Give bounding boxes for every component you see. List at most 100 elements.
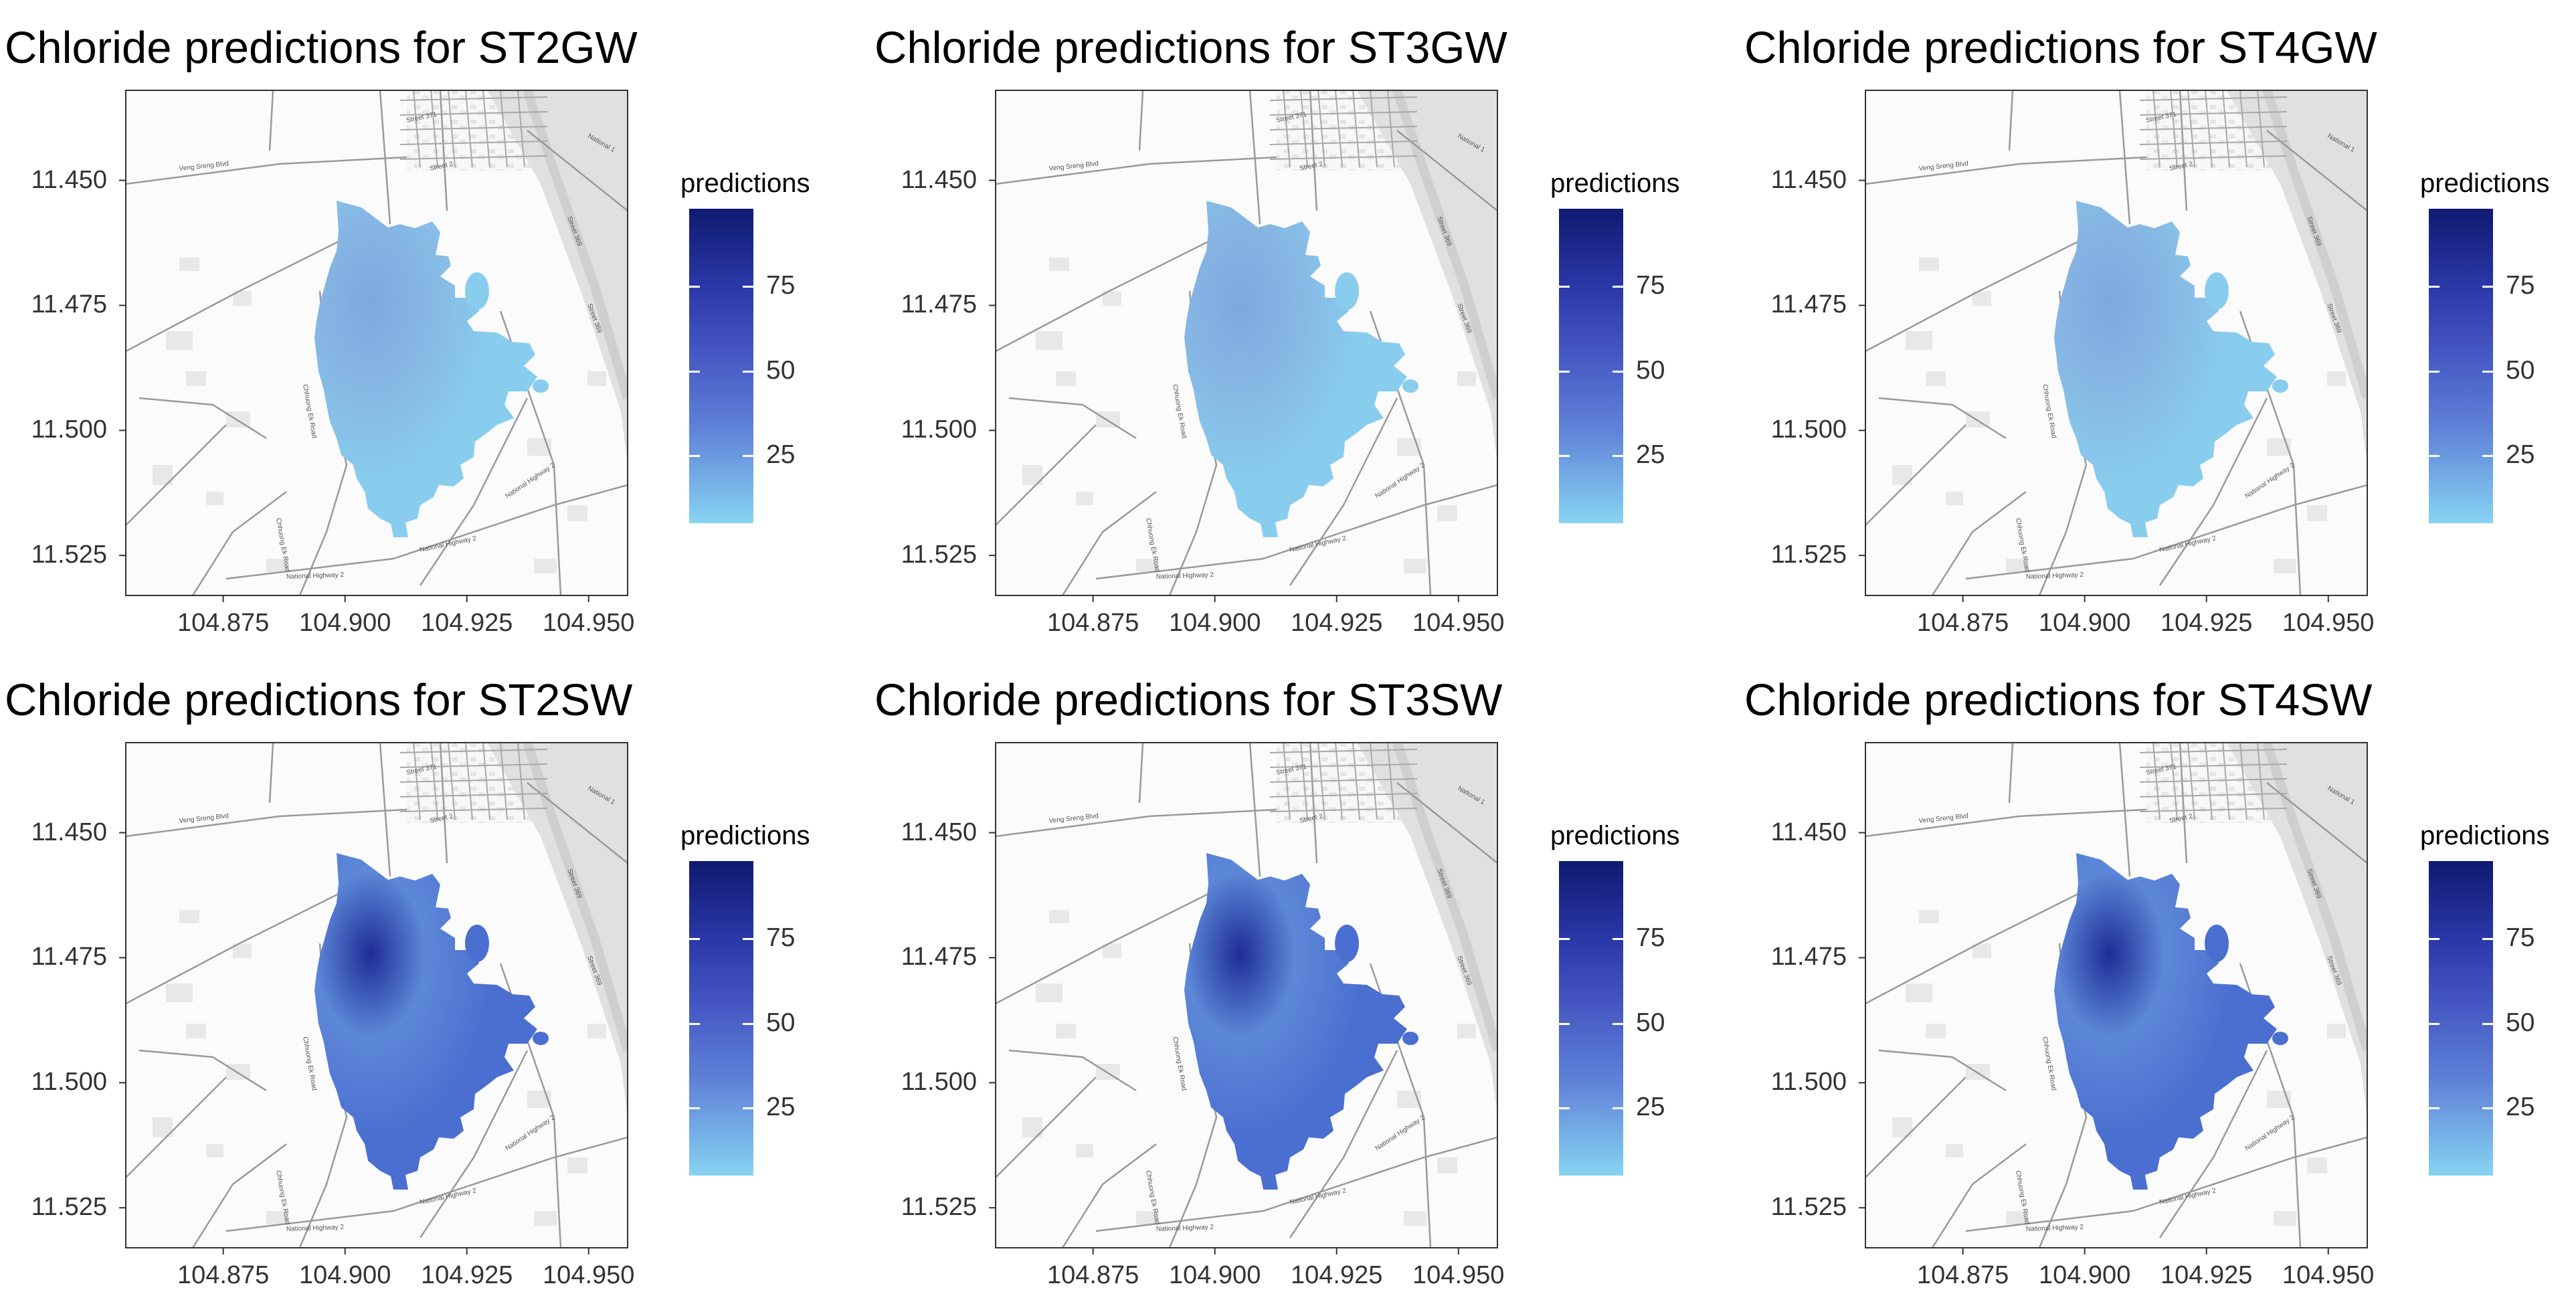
panel-st2gw: Veng Sreng Blvd Street 371 Street 2 Nationa… — [0, 0, 863, 642]
road — [191, 1143, 287, 1248]
x-tick-label: 104.875 — [177, 1261, 270, 1289]
road — [996, 1077, 1097, 1178]
legend-tick-label: 50 — [766, 355, 796, 385]
x-tick-label: 104.925 — [1291, 609, 1383, 637]
legend-colorbar — [689, 209, 753, 523]
road — [2158, 1050, 2268, 1238]
y-tick-label: 11.450 — [31, 165, 107, 194]
road — [1008, 1049, 1137, 1092]
road — [2008, 90, 2014, 151]
map-label: National Highway 2 — [286, 1224, 345, 1233]
prediction-plume — [2054, 201, 2288, 537]
legend-tick-label: 75 — [2506, 923, 2535, 953]
y-tick-label: 11.500 — [1770, 1068, 1847, 1097]
road — [996, 424, 1097, 526]
road — [1865, 156, 2147, 185]
road — [1249, 90, 1261, 225]
y-tick-label: 11.475 — [31, 290, 107, 319]
x-tick-label: 104.875 — [1916, 1261, 2009, 1289]
river — [1357, 90, 1497, 465]
road — [1289, 1050, 1398, 1238]
road — [1865, 1077, 1966, 1178]
legend-tick-label: 25 — [1636, 440, 1665, 469]
x-tick-label: 104.925 — [2160, 609, 2253, 637]
road — [268, 743, 274, 804]
panel-st4gw: Veng Sreng Blvd Street 371 Street 2 Nationa… — [1740, 0, 2576, 642]
road — [126, 156, 407, 185]
x-tick-label: 104.950 — [2282, 1261, 2375, 1289]
road — [1931, 1143, 2027, 1248]
road — [1878, 397, 2007, 440]
panel-title: Chloride predictions for ST3SW — [875, 675, 1503, 725]
road — [1396, 782, 1497, 864]
road — [1138, 743, 1144, 804]
road — [126, 233, 354, 353]
x-tick-label: 104.900 — [1168, 1261, 1261, 1289]
road — [996, 233, 1224, 353]
y-tick-label: 11.500 — [901, 415, 977, 444]
road — [996, 885, 1224, 1005]
y-tick-label: 11.525 — [901, 541, 977, 569]
map-border — [995, 742, 1498, 1248]
road — [419, 397, 529, 586]
road — [996, 808, 1277, 838]
road — [126, 424, 227, 526]
y-tick-label: 11.450 — [31, 818, 107, 846]
road — [1138, 90, 1144, 151]
panel-title: Chloride predictions for ST2SW — [5, 675, 633, 725]
y-tick-label: 11.525 — [1770, 1193, 1847, 1222]
panel-st4sw: Veng Sreng Blvd Street 371 Street 2 Nationa… — [1740, 652, 2576, 1295]
road — [996, 156, 1277, 185]
road — [1878, 1049, 2007, 1092]
x-tick-label: 104.875 — [1046, 1261, 1139, 1289]
legend-colorbar — [1559, 209, 1623, 523]
road — [1865, 233, 2094, 353]
road — [225, 484, 628, 580]
panel-title: Chloride predictions for ST2GW — [5, 23, 638, 73]
y-tick-label: 11.475 — [901, 290, 977, 319]
road — [1865, 808, 2147, 838]
road — [2179, 743, 2188, 864]
legend-tick-label: 50 — [1636, 1008, 1665, 1037]
prediction-plume — [1184, 853, 1418, 1190]
legend-tick-label: 50 — [1636, 355, 1665, 385]
legend-tick-label: 25 — [766, 1092, 796, 1121]
x-tick-label: 104.875 — [177, 609, 270, 637]
map-border — [995, 90, 1498, 596]
road — [225, 1136, 628, 1232]
road — [2008, 743, 2014, 804]
river — [2227, 743, 2367, 1117]
x-tick-label: 104.900 — [2038, 609, 2131, 637]
legend-tick-label: 75 — [766, 271, 796, 300]
road — [1865, 424, 1966, 526]
road — [126, 1077, 227, 1178]
x-tick-label: 104.925 — [2160, 1261, 2253, 1289]
map-border — [125, 742, 628, 1248]
x-tick-label: 104.925 — [421, 1261, 513, 1289]
road — [527, 782, 628, 864]
y-tick-label: 11.500 — [31, 1068, 107, 1097]
map-label: National Highway 2 — [2026, 571, 2084, 581]
y-tick-label: 11.450 — [901, 165, 977, 194]
road — [2118, 743, 2131, 877]
road — [2266, 130, 2367, 211]
legend-tick-label: 75 — [2506, 271, 2535, 300]
road — [1965, 484, 2367, 580]
legend-tick-label: 50 — [2506, 1008, 2535, 1037]
legend-title: predictions — [680, 169, 810, 198]
road — [419, 1050, 529, 1238]
river — [487, 743, 628, 1117]
road — [268, 90, 274, 151]
road — [439, 743, 448, 864]
legend-tick-label: 50 — [2506, 355, 2535, 385]
y-tick-label: 11.525 — [1770, 541, 1847, 569]
road — [1249, 743, 1261, 877]
y-tick-label: 11.450 — [1770, 165, 1847, 194]
road — [1309, 743, 1318, 864]
legend-colorbar — [2429, 861, 2493, 1176]
y-tick-label: 11.475 — [31, 943, 107, 971]
